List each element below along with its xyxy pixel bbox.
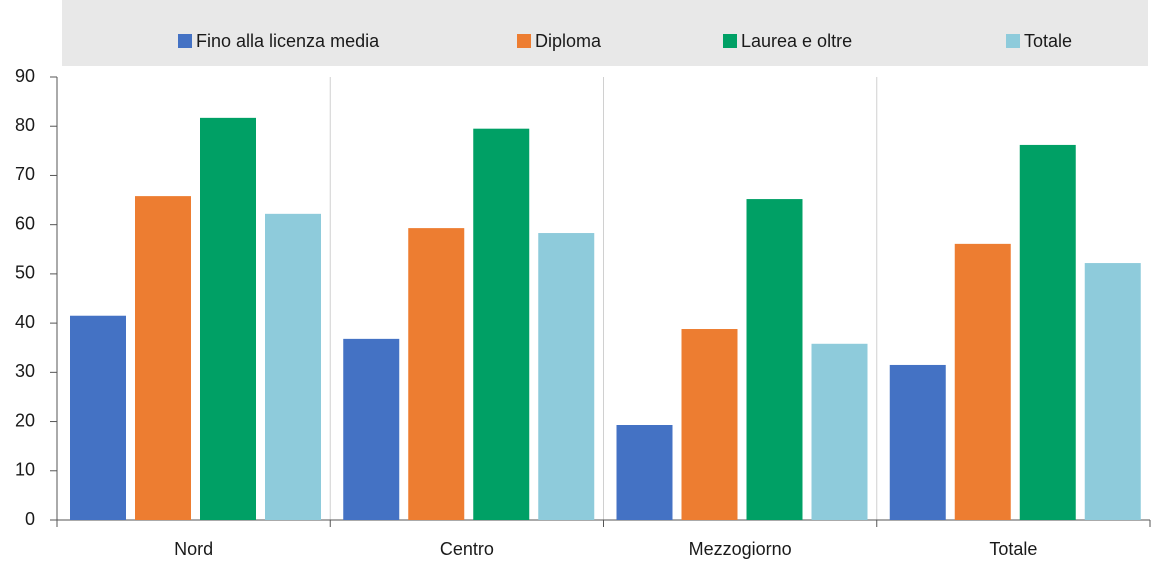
bar (408, 228, 465, 520)
x-tick-label: Centro (440, 539, 494, 559)
legend-label: Totale (1024, 31, 1072, 51)
y-tick-label: 30 (15, 361, 35, 381)
bar (135, 196, 191, 520)
bar (616, 425, 673, 520)
y-tick-label: 20 (15, 410, 35, 430)
bar (811, 343, 868, 520)
bar (889, 364, 946, 520)
y-tick-label: 10 (15, 460, 35, 480)
x-tick-label: Nord (174, 539, 213, 559)
bar (473, 128, 530, 520)
legend-label: Diploma (535, 31, 602, 51)
bar (538, 233, 595, 521)
legend-label: Fino alla licenza media (196, 31, 380, 51)
y-tick-label: 0 (25, 509, 35, 529)
legend-swatch (178, 34, 192, 48)
bar (954, 243, 1011, 520)
bar (1019, 144, 1076, 520)
y-tick-label: 50 (15, 263, 35, 283)
bar (200, 117, 256, 521)
bar (343, 338, 400, 520)
legend-swatch (723, 34, 737, 48)
legend-background (62, 0, 1148, 66)
y-tick-label: 40 (15, 312, 35, 332)
legend-swatch (1006, 34, 1020, 48)
bar (681, 329, 738, 520)
x-tick-label: Totale (989, 539, 1037, 559)
bar (265, 213, 321, 521)
y-tick-label: 80 (15, 115, 35, 135)
legend-label: Laurea e oltre (741, 31, 852, 51)
bar (1084, 263, 1141, 520)
x-tick-label: Mezzogiorno (689, 539, 792, 559)
bar (70, 315, 126, 520)
bar (746, 199, 803, 520)
y-tick-label: 70 (15, 164, 35, 184)
legend-swatch (517, 34, 531, 48)
y-tick-label: 60 (15, 213, 35, 233)
y-tick-label: 90 (15, 66, 35, 86)
